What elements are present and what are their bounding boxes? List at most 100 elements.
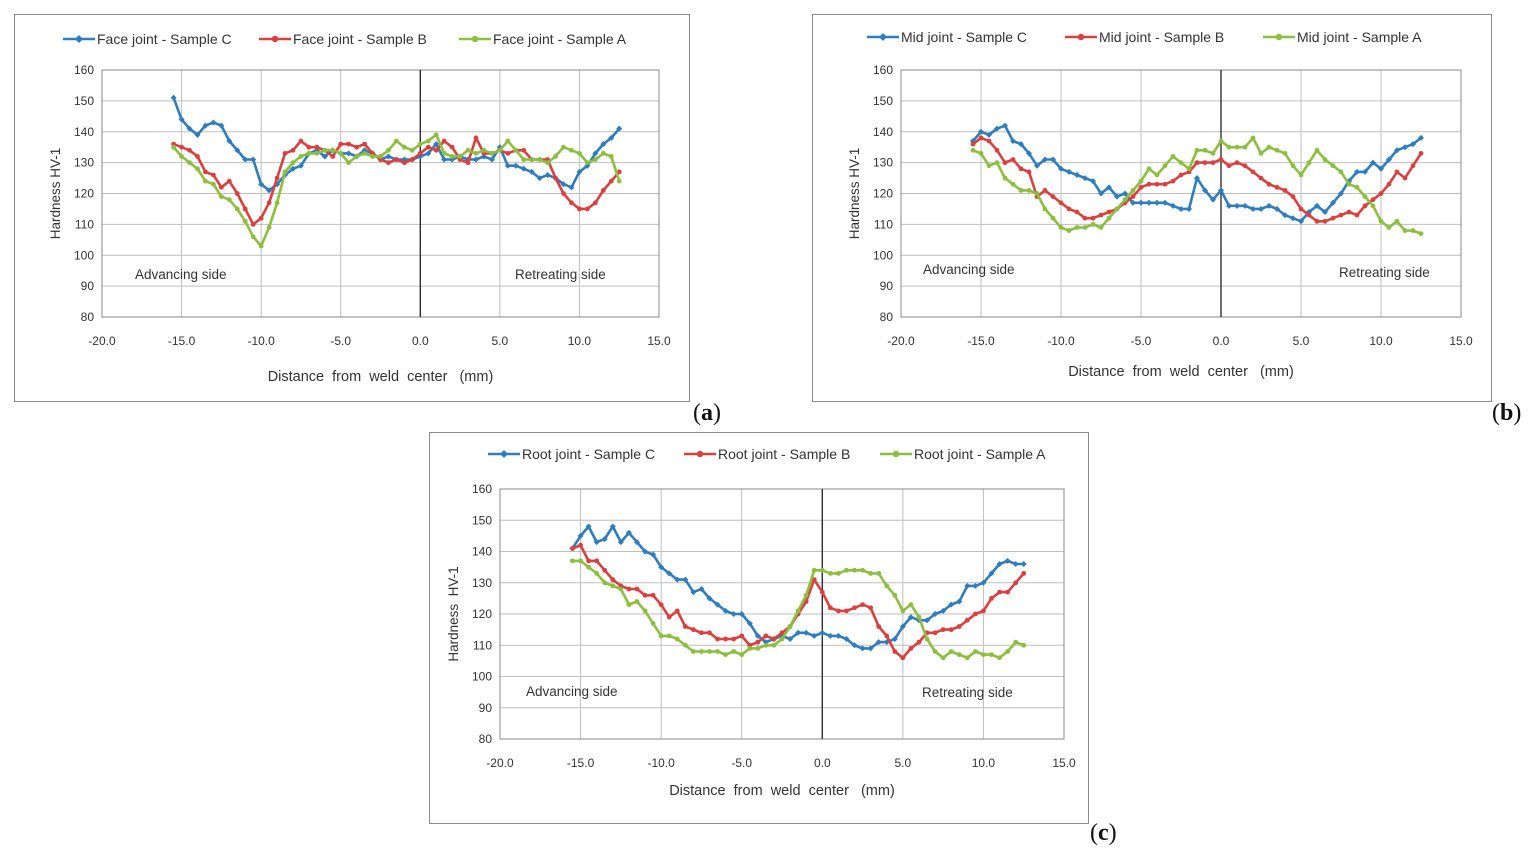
data-point: [1042, 188, 1048, 193]
data-point: [1082, 175, 1088, 182]
data-point: [1194, 175, 1200, 182]
data-point: [924, 636, 930, 642]
y-tick-label: 160: [74, 63, 94, 77]
series-line: [172, 97, 621, 192]
data-point: [266, 187, 273, 194]
data-point: [1290, 163, 1296, 169]
data-point: [570, 558, 575, 564]
data-point: [844, 608, 849, 614]
data-point: [290, 147, 296, 153]
data-point: [545, 160, 550, 166]
data-point: [860, 567, 865, 573]
data-point: [298, 154, 304, 159]
retreating-side-label: Retreating side: [515, 267, 606, 282]
x-tick-label: -5.0: [1131, 334, 1152, 348]
data-point: [787, 636, 794, 642]
data-point: [1266, 144, 1272, 150]
data-point: [306, 144, 312, 150]
data-point: [1242, 202, 1248, 209]
data-point: [1002, 175, 1008, 181]
data-point: [1074, 209, 1080, 215]
data-point: [1013, 639, 1019, 645]
data-point: [811, 567, 817, 573]
data-point: [449, 144, 455, 150]
series-sample-a: [970, 135, 1424, 237]
data-point: [289, 165, 296, 172]
data-point: [1146, 166, 1152, 172]
data-point: [1394, 169, 1400, 175]
legend-label: Mid joint - Sample A: [1297, 29, 1422, 45]
data-point: [779, 636, 785, 642]
data-point: [1130, 199, 1136, 206]
data-point: [666, 614, 672, 620]
data-point: [1346, 209, 1352, 215]
data-point: [594, 558, 600, 564]
data-point: [1266, 181, 1272, 187]
data-point: [1122, 197, 1128, 203]
data-point: [1370, 203, 1376, 209]
series-sample-c: [970, 122, 1424, 225]
x-tick-label: 10.0: [1369, 334, 1393, 348]
series-sample-b: [171, 135, 622, 227]
data-point: [819, 629, 826, 636]
chart-panel-b: 80 90 100 110 120 130 140 150 160 -20.0 -15.0 -10.0…: [812, 14, 1492, 402]
data-point: [1242, 163, 1248, 169]
data-point: [1354, 212, 1360, 218]
data-point: [666, 633, 672, 639]
data-point: [1314, 218, 1320, 224]
data-point: [1338, 190, 1344, 197]
data-point: [948, 627, 954, 633]
data-point: [978, 128, 984, 135]
data-point: [1378, 191, 1384, 196]
data-point: [986, 138, 992, 144]
data-point: [836, 608, 841, 614]
data-point: [916, 614, 922, 620]
data-point: [891, 636, 898, 642]
data-point: [707, 630, 712, 636]
data-point: [266, 225, 272, 230]
data-point: [843, 636, 850, 642]
data-point: [1362, 194, 1368, 199]
data-point: [658, 602, 664, 608]
data-point: [650, 551, 657, 558]
data-point: [851, 642, 858, 649]
data-point: [472, 156, 479, 163]
data-point: [706, 595, 713, 602]
data-point: [795, 629, 802, 636]
y-tick-label: 110: [874, 217, 893, 231]
legend-swatch-marker: [500, 450, 508, 458]
data-point: [1004, 557, 1011, 564]
data-point: [1290, 215, 1296, 222]
data-point: [1066, 168, 1072, 175]
data-point: [1026, 150, 1032, 157]
data-point: [1138, 184, 1144, 190]
y-tick-label: 90: [880, 279, 894, 293]
data-point: [601, 536, 608, 542]
data-point: [513, 147, 519, 153]
data-point: [592, 200, 598, 206]
data-point: [234, 206, 240, 212]
data-point: [1098, 212, 1104, 218]
data-point: [650, 620, 656, 626]
data-point: [521, 147, 527, 153]
data-point: [409, 157, 415, 162]
y-tick-label: 160: [472, 482, 492, 496]
data-point: [746, 620, 753, 627]
data-point: [297, 162, 304, 169]
data-point: [932, 649, 938, 654]
series-line: [172, 133, 621, 248]
data-point: [1002, 122, 1008, 129]
legend-swatch-marker: [271, 35, 279, 43]
data-point: [699, 630, 704, 636]
data-point: [658, 633, 664, 639]
data-point: [449, 154, 455, 159]
data-point: [1210, 150, 1216, 156]
advancing-side-label: Advancing side: [135, 267, 227, 282]
data-point: [964, 617, 970, 623]
y-axis-label: Hardness HV-1: [847, 148, 862, 240]
data-point: [1234, 144, 1240, 150]
data-point: [771, 636, 777, 642]
data-point: [972, 649, 978, 654]
legend-swatch-marker: [879, 33, 887, 41]
data-point: [642, 592, 648, 598]
